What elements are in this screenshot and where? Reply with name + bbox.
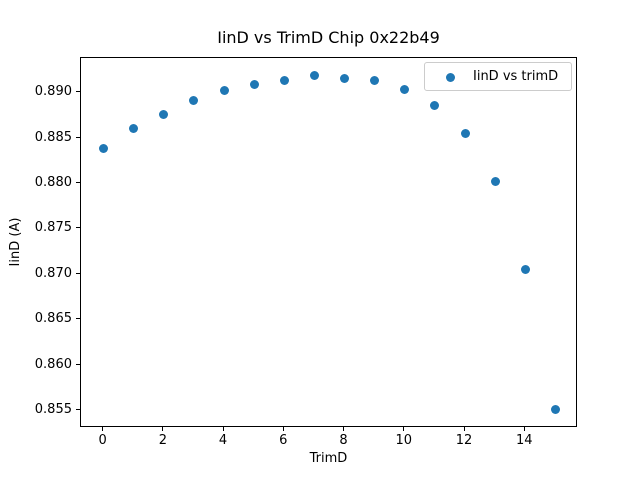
- chart-title: IinD vs TrimD Chip 0x22b49: [217, 28, 440, 47]
- x-tick-label: 0: [98, 433, 107, 448]
- y-tick-label: 0.890: [34, 84, 72, 100]
- legend-label: IinD vs trimD: [473, 69, 559, 84]
- x-tick-label: 2: [158, 433, 167, 448]
- data-point: [460, 128, 470, 138]
- x-tick-label: 8: [339, 433, 348, 448]
- x-tick-label: 10: [395, 433, 413, 448]
- y-tick-label: 0.855: [34, 402, 72, 418]
- data-point: [249, 79, 259, 89]
- y-tick-mark: [76, 227, 80, 229]
- y-tick-label: 0.865: [34, 311, 72, 327]
- y-tick-label: 0.875: [34, 220, 72, 236]
- data-point: [189, 96, 199, 106]
- y-tick-mark: [76, 318, 80, 320]
- data-point: [520, 265, 530, 275]
- y-tick-label: 0.880: [34, 174, 72, 190]
- y-tick-label: 0.870: [34, 265, 72, 281]
- data-point: [129, 124, 139, 134]
- data-point: [400, 85, 410, 95]
- x-tick-mark: [282, 427, 284, 431]
- x-tick-label: 6: [279, 433, 288, 448]
- y-tick-mark: [76, 181, 80, 183]
- y-tick-label: 0.885: [34, 129, 72, 145]
- y-tick-mark: [76, 136, 80, 138]
- plot-area: IinD vs trimD: [80, 57, 577, 427]
- y-tick-mark: [76, 363, 80, 365]
- data-point: [159, 109, 169, 119]
- data-point: [550, 405, 560, 415]
- x-tick-mark: [102, 427, 104, 431]
- data-point: [309, 70, 319, 80]
- y-tick-label: 0.860: [34, 356, 72, 372]
- data-point: [279, 76, 289, 86]
- x-tick-mark: [162, 427, 164, 431]
- data-point: [99, 143, 109, 153]
- x-tick-mark: [463, 427, 465, 431]
- y-tick-mark: [76, 91, 80, 93]
- data-point: [430, 100, 440, 110]
- x-tick-label: 12: [455, 433, 473, 448]
- legend: IinD vs trimD: [424, 62, 572, 91]
- y-tick-mark: [76, 409, 80, 411]
- y-tick-mark: [76, 272, 80, 274]
- data-point: [219, 86, 229, 96]
- x-axis-label: TrimD: [309, 451, 348, 466]
- x-tick-mark: [343, 427, 345, 431]
- data-point: [490, 177, 500, 187]
- x-tick-mark: [403, 427, 405, 431]
- x-tick-mark: [523, 427, 525, 431]
- data-point: [340, 73, 350, 83]
- legend-marker-icon: [446, 73, 455, 82]
- x-tick-label: 4: [218, 433, 228, 448]
- x-tick-mark: [222, 427, 224, 431]
- x-tick-label: 14: [516, 433, 533, 448]
- data-point: [370, 76, 380, 86]
